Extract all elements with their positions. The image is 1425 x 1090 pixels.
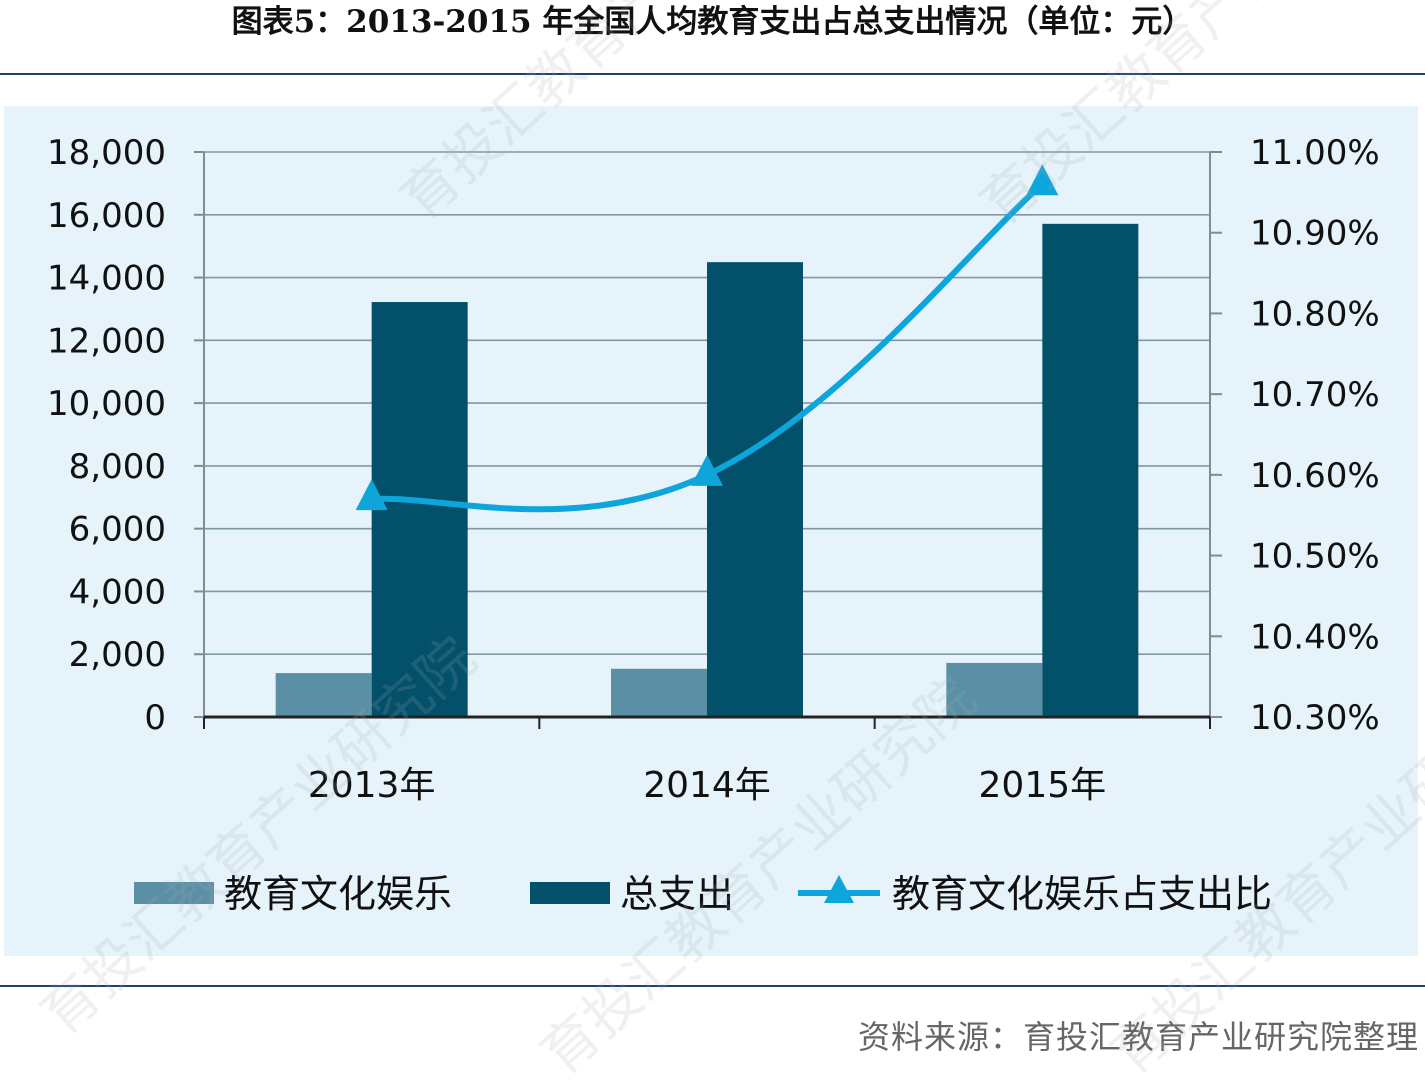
legend-ratio-marker <box>824 875 854 903</box>
bar-edu <box>276 673 372 717</box>
y-left-tick-label: 0 <box>144 698 166 738</box>
y-left-tick-label: 12,000 <box>47 321 166 361</box>
source-note: 资料来源：育投汇教育产业研究院整理 <box>858 1012 1419 1058</box>
y-left-tick-label: 16,000 <box>47 196 166 236</box>
legend-total-swatch <box>530 882 610 904</box>
chart-svg: 0 2,000 4,000 6,000 8,000 10,000 12,000 14,000 1… <box>0 0 1425 1000</box>
y-left-tick-label: 14,000 <box>47 259 166 299</box>
legend-total-label: 总支出 <box>620 872 734 916</box>
y-right-tick-label: 10.40% <box>1250 617 1380 657</box>
y-right-tick-label: 11.00% <box>1250 133 1380 173</box>
bar-total <box>707 262 803 717</box>
bar-edu <box>611 669 707 717</box>
x-tick-label: 2015年 <box>979 765 1107 806</box>
ratio-point <box>1026 164 1058 195</box>
y-left-tick-label: 8,000 <box>69 447 166 487</box>
x-tick-label: 2013年 <box>308 765 436 806</box>
footer-rule <box>0 985 1425 987</box>
y-left-tick-label: 2,000 <box>69 635 166 675</box>
y-left-tick-label: 4,000 <box>69 572 166 612</box>
legend-edu-label: 教育文化娱乐 <box>224 872 452 916</box>
bar-edu <box>946 663 1042 717</box>
y-right-tick-label: 10.50% <box>1250 537 1380 577</box>
y-right-tick-label: 10.90% <box>1250 214 1380 254</box>
y-right-tick-label: 10.30% <box>1250 698 1380 738</box>
legend-ratio-label: 教育文化娱乐占支出比 <box>892 872 1272 916</box>
y-right-tick-label: 10.70% <box>1250 375 1380 415</box>
legend: 教育文化娱乐 总支出 教育文化娱乐占支出比 <box>134 872 1272 916</box>
y-left-tick-label: 18,000 <box>47 133 166 173</box>
y-left-tick-label: 10,000 <box>47 384 166 424</box>
x-tick-label: 2014年 <box>643 765 771 806</box>
legend-edu-swatch <box>134 882 214 904</box>
y-left-tick-label: 6,000 <box>69 510 166 550</box>
bar-total <box>1042 224 1138 717</box>
y-right-tick-label: 10.60% <box>1250 456 1380 496</box>
y-right-tick-label: 10.80% <box>1250 294 1380 334</box>
